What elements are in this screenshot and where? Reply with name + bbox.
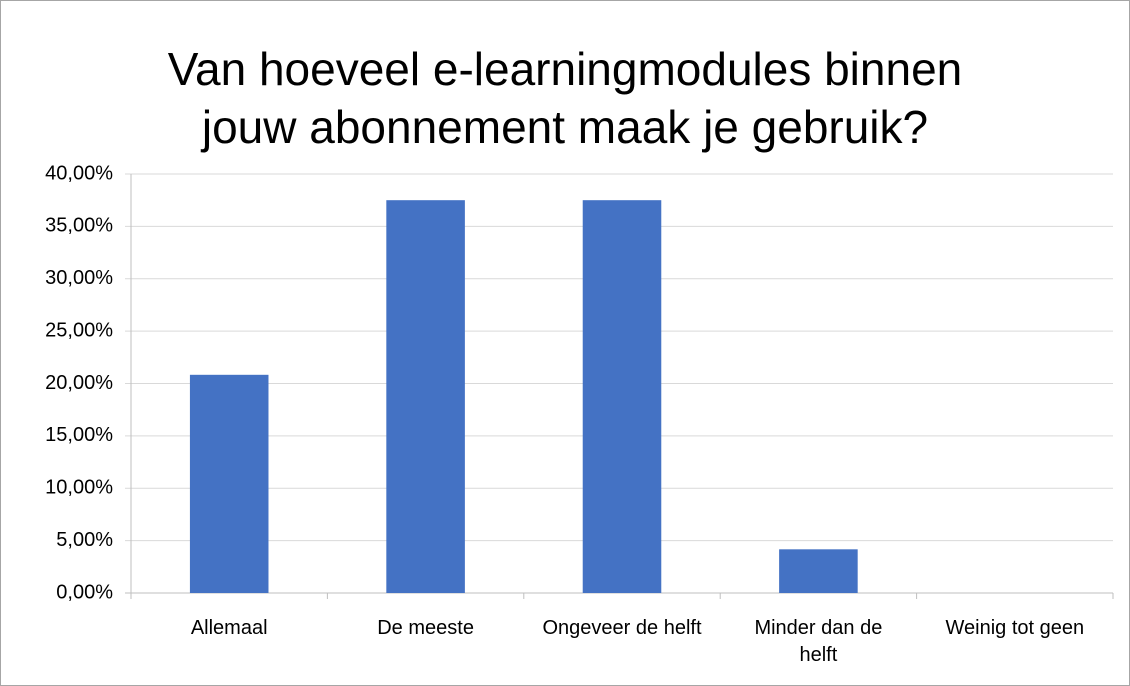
bar [582,200,662,593]
x-tick-label: Weinig tot geen [945,617,1085,639]
y-tick-label: 30,00% [45,267,113,289]
y-tick-label: 0,00% [56,581,113,603]
bar [779,549,858,593]
y-tick-label: 35,00% [45,215,113,237]
x-tick-label: Ongeveer de helft [542,617,702,639]
bar [189,374,269,593]
y-tick-label: 20,00% [45,372,113,394]
y-tick-label: 5,00% [56,529,113,551]
x-tick-label: De meeste [377,617,474,639]
y-tick-label: 10,00% [45,477,113,499]
y-tick-label: 25,00% [45,319,113,341]
bar [386,200,465,593]
x-tick-label: Minder dan de helft [754,617,883,666]
y-tick-label: 15,00% [45,424,113,446]
x-tick-label: Allemaal [190,617,268,639]
chart-title: Van hoeveel e-learningmodules binnen jou… [167,43,963,153]
y-tick-label: 40,00% [45,162,113,184]
